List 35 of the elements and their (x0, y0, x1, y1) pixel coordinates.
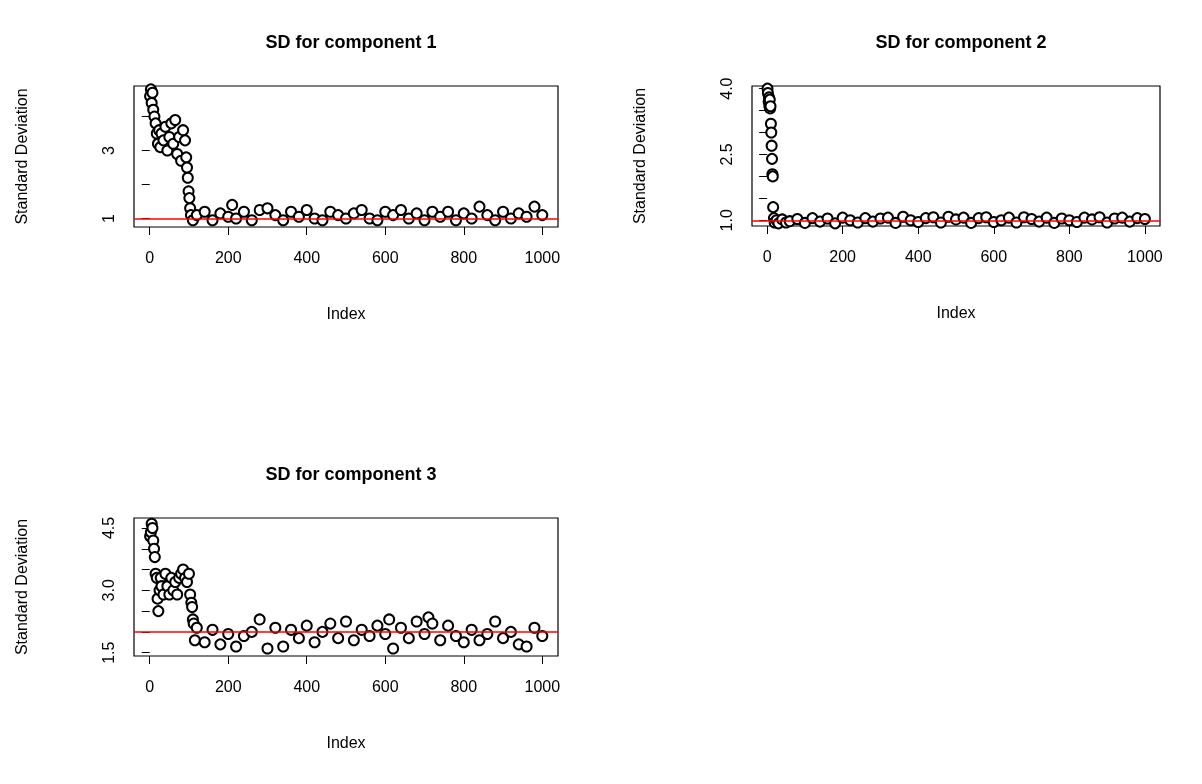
y-tick-label: 4.0 (717, 77, 735, 100)
y-tick-label: 3.0 (99, 579, 117, 602)
chart-title: SD for component 3 (265, 464, 437, 484)
x-tick-label: 200 (214, 677, 242, 695)
x-tick-label: 400 (904, 247, 932, 265)
text: 1.0 (717, 209, 735, 232)
y-tick-label: 3 (99, 146, 117, 156)
x-tick-label: 400 (293, 677, 321, 695)
x-tick-label: 600 (371, 677, 399, 695)
x-tick-label: 200 (214, 248, 242, 266)
x-tick-label: 800 (1055, 247, 1083, 265)
x-tick-label: 0 (762, 247, 772, 265)
x-tick-label: 1000 (1127, 247, 1163, 265)
x-tick-label: 1000 (524, 248, 561, 266)
x-axis-title: Index (326, 304, 366, 322)
y-tick-label: 4.5 (99, 516, 117, 540)
x-tick-label: 400 (293, 248, 321, 266)
x-tick-label: 800 (450, 248, 478, 266)
x-tick-label: 600 (980, 247, 1008, 265)
x-tick-label: 800 (450, 677, 478, 695)
y-axis-title: Standard Deviation (12, 518, 30, 656)
x-tick-label: 0 (145, 248, 155, 266)
y-axis-title: Standard Deviation (630, 87, 648, 225)
y-tick-label: 1.5 (99, 641, 117, 664)
chart-title: SD for component 1 (265, 32, 437, 52)
y-tick-label: 1 (99, 213, 117, 223)
y-axis-title: Standard Deviation (12, 88, 30, 225)
y-tick-label: 2.5 (717, 143, 735, 166)
x-tick-label: 1000 (524, 677, 561, 695)
x-tick-label: 0 (145, 677, 155, 695)
x-axis-title: Index (936, 303, 976, 321)
x-tick-label: 600 (371, 248, 399, 266)
chart-title: SD for component 2 (875, 32, 1047, 52)
x-tick-label: 200 (829, 247, 857, 265)
x-axis-title: Index (326, 733, 366, 751)
